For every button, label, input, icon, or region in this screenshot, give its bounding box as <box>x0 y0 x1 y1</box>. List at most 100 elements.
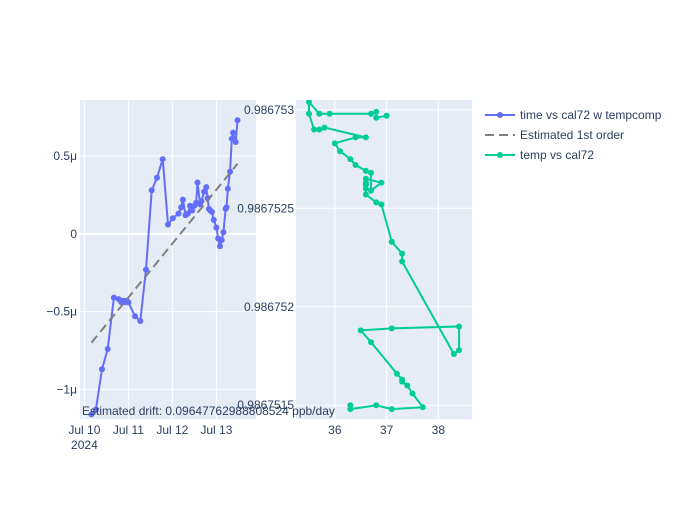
right-y-tick-label: 0.986753 <box>244 103 294 117</box>
data-point-time-vs-cal72-w-tempcomp <box>110 294 117 301</box>
data-point-temp-vs-cal72 <box>362 167 369 174</box>
data-point-temp-vs-cal72 <box>326 110 333 117</box>
data-point-time-vs-cal72-w-tempcomp <box>224 185 231 192</box>
data-point-temp-vs-cal72 <box>373 199 380 206</box>
data-point-temp-vs-cal72 <box>393 370 400 377</box>
data-point-temp-vs-cal72 <box>378 179 385 186</box>
data-point-time-vs-cal72-w-tempcomp <box>169 215 176 222</box>
data-point-temp-vs-cal72 <box>373 108 380 115</box>
right-y-tick-label: 0.986752 <box>244 300 294 314</box>
data-point-time-vs-cal72-w-tempcomp <box>104 345 111 352</box>
data-point-time-vs-cal72-w-tempcomp <box>218 237 225 244</box>
data-point-time-vs-cal72-w-tempcomp <box>189 207 196 214</box>
data-point-time-vs-cal72-w-tempcomp <box>201 188 208 195</box>
data-point-time-vs-cal72-w-tempcomp <box>178 204 185 211</box>
legend[interactable]: time vs cal72 w tempcomp Estimated 1st or… <box>485 108 662 162</box>
data-point-temp-vs-cal72 <box>404 382 411 389</box>
legend-label: temp vs cal72 <box>520 148 594 162</box>
data-point-time-vs-cal72-w-tempcomp <box>165 221 171 228</box>
data-point-time-vs-cal72-w-tempcomp <box>203 184 210 191</box>
legend-marker <box>497 112 503 118</box>
data-point-temp-vs-cal72 <box>368 110 375 117</box>
data-point-temp-vs-cal72 <box>388 406 395 413</box>
data-point-time-vs-cal72-w-tempcomp <box>230 129 237 136</box>
data-point-temp-vs-cal72 <box>450 351 457 358</box>
data-point-time-vs-cal72-w-tempcomp <box>232 139 239 146</box>
right-x-tick-label: 37 <box>380 423 394 437</box>
data-point-temp-vs-cal72 <box>419 404 426 411</box>
data-point-temp-vs-cal72 <box>347 406 354 413</box>
right-series-group <box>305 100 463 413</box>
left-y-tick-label: −0.5μ <box>46 305 77 319</box>
data-point-time-vs-cal72-w-tempcomp <box>92 406 99 413</box>
left-x-tick-label: Jul 10 2024 <box>68 423 100 452</box>
series-line-estimated-1st-order <box>90 163 239 344</box>
drift-annotation: Estimated drift: 0.09647762988808524 ppb… <box>82 404 335 418</box>
data-point-temp-vs-cal72 <box>409 390 416 397</box>
data-point-temp-vs-cal72 <box>399 258 406 265</box>
data-point-temp-vs-cal72 <box>368 339 375 346</box>
data-point-temp-vs-cal72 <box>311 126 318 133</box>
data-point-temp-vs-cal72 <box>368 187 375 194</box>
data-point-time-vs-cal72-w-tempcomp <box>148 187 155 194</box>
data-point-temp-vs-cal72 <box>388 325 395 332</box>
data-point-temp-vs-cal72 <box>383 112 390 119</box>
data-point-time-vs-cal72-w-tempcomp <box>187 202 193 209</box>
right-x-tick-label: 38 <box>432 423 446 437</box>
data-point-temp-vs-cal72 <box>337 148 343 155</box>
data-point-temp-vs-cal72 <box>373 402 380 409</box>
data-point-temp-vs-cal72 <box>321 124 328 131</box>
data-point-time-vs-cal72-w-tempcomp <box>88 411 95 418</box>
left-x-tick-label: Jul 13 <box>200 423 232 437</box>
data-point-temp-vs-cal72 <box>352 134 359 141</box>
left-y-tick-label: −1μ <box>56 382 77 396</box>
data-point-time-vs-cal72-w-tempcomp <box>137 317 144 324</box>
data-point-temp-vs-cal72 <box>331 140 338 147</box>
data-point-time-vs-cal72-w-tempcomp <box>234 117 241 124</box>
data-point-time-vs-cal72-w-tempcomp <box>210 216 217 223</box>
legend-label: Estimated 1st order <box>520 128 624 142</box>
data-point-time-vs-cal72-w-tempcomp <box>216 243 223 250</box>
legend-marker <box>497 152 503 158</box>
data-point-time-vs-cal72-w-tempcomp <box>194 179 201 186</box>
left-y-tick-label: 0 <box>70 227 77 241</box>
right-y-tick-label: 0.9867515 <box>237 398 294 412</box>
data-point-temp-vs-cal72 <box>456 347 463 354</box>
data-point-temp-vs-cal72 <box>399 376 406 383</box>
data-point-time-vs-cal72-w-tempcomp <box>175 210 182 217</box>
data-point-time-vs-cal72-w-tempcomp <box>159 156 166 163</box>
data-point-time-vs-cal72-w-tempcomp <box>198 198 205 205</box>
legend-item[interactable]: Estimated 1st order <box>485 128 624 142</box>
data-point-time-vs-cal72-w-tempcomp <box>179 196 186 203</box>
left-series-group <box>88 117 241 418</box>
data-point-temp-vs-cal72 <box>357 327 364 334</box>
data-point-time-vs-cal72-w-tempcomp <box>132 313 138 320</box>
legend-item[interactable]: temp vs cal72 <box>485 148 594 162</box>
right-x-tick-label: 36 <box>328 423 342 437</box>
left-x-tick-label: Jul 12 <box>156 423 188 437</box>
data-point-time-vs-cal72-w-tempcomp <box>154 174 160 181</box>
data-point-temp-vs-cal72 <box>388 238 395 245</box>
data-point-temp-vs-cal72 <box>362 134 369 141</box>
left-y-tick-label: 0.5μ <box>53 149 77 163</box>
data-point-temp-vs-cal72 <box>305 100 312 105</box>
data-point-time-vs-cal72-w-tempcomp <box>184 210 191 217</box>
right-subplot: 36 37 38 0.9867515 0.986752 0.9867525 0.986753 <box>237 100 472 437</box>
data-point-temp-vs-cal72 <box>362 175 369 182</box>
data-point-temp-vs-cal72 <box>362 191 369 198</box>
data-point-temp-vs-cal72 <box>368 169 375 176</box>
data-point-time-vs-cal72-w-tempcomp <box>143 266 149 273</box>
data-point-temp-vs-cal72 <box>373 114 380 121</box>
data-point-time-vs-cal72-w-tempcomp <box>213 224 220 231</box>
legend-item[interactable]: time vs cal72 w tempcomp <box>485 108 662 122</box>
data-point-temp-vs-cal72 <box>316 110 323 117</box>
data-point-temp-vs-cal72 <box>347 156 354 163</box>
right-y-tick-label: 0.9867525 <box>237 201 294 215</box>
data-point-time-vs-cal72-w-tempcomp <box>209 209 215 216</box>
data-point-time-vs-cal72-w-tempcomp <box>99 366 105 373</box>
data-point-temp-vs-cal72 <box>378 201 385 208</box>
data-point-temp-vs-cal72 <box>305 110 312 117</box>
data-point-time-vs-cal72-w-tempcomp <box>227 168 234 175</box>
